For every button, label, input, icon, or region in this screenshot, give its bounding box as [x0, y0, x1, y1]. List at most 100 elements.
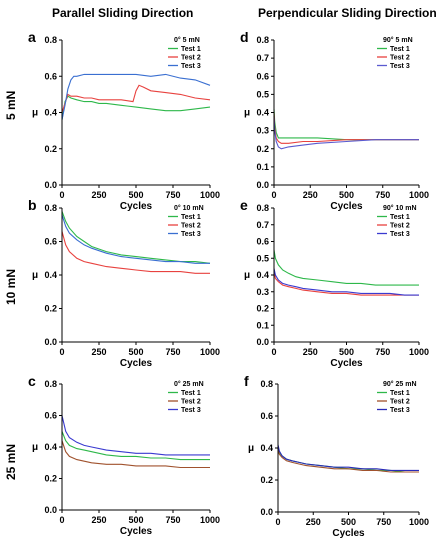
y-tick-label: 0.6	[260, 411, 273, 421]
legend-entry-1: Test 1	[181, 214, 201, 221]
y-tick-label: 0.4	[44, 270, 57, 280]
y-tick-label: 0.8	[260, 379, 273, 389]
y-tick-label: 0.6	[44, 71, 57, 81]
y-tick-label: 0.7	[256, 53, 269, 63]
panel-letter-c: c	[28, 373, 36, 389]
legend-entry-2: Test 2	[181, 55, 201, 62]
x-tick-label: 750	[375, 190, 390, 200]
panel-letter-d: d	[240, 29, 249, 45]
x-tick-label: 250	[91, 347, 106, 357]
legend-entry-3: Test 3	[390, 231, 410, 238]
x-tick-label: 750	[165, 347, 180, 357]
x-tick-label: 250	[91, 190, 106, 200]
legend-entry-1: Test 1	[390, 390, 410, 397]
series-line-b-2	[61, 231, 210, 274]
x-tick-label: 0	[271, 190, 276, 200]
legend-entry-3: Test 3	[181, 63, 201, 70]
series-line-e-1	[273, 249, 419, 286]
x-axis-label: Cycles	[120, 526, 153, 537]
y-tick-label: 0.5	[256, 89, 269, 99]
legend-entry-2: Test 2	[181, 399, 201, 406]
legend-entry-1: Test 1	[181, 390, 201, 397]
column-title-parallel: Parallel Sliding Direction	[52, 6, 194, 20]
x-tick-label: 500	[339, 347, 354, 357]
y-tick-label: 0.2	[44, 304, 57, 314]
y-tick-label: 0.8	[44, 203, 57, 213]
y-tick-label: 0.2	[44, 474, 57, 484]
legend-title: 90° 25 mN	[383, 380, 417, 388]
y-tick-label: 0.2	[260, 475, 273, 485]
y-tick-label: 0.0	[44, 337, 57, 347]
x-tick-label: 0	[275, 517, 280, 527]
legend-entry-1: Test 1	[181, 46, 201, 53]
y-tick-label: 0.1	[256, 320, 269, 330]
legend-entry-3: Test 3	[390, 407, 410, 414]
x-axis-label: Cycles	[330, 358, 363, 369]
x-tick-label: 500	[128, 190, 143, 200]
y-tick-label: 0.2	[256, 304, 269, 314]
x-axis-label: Cycles	[120, 358, 153, 369]
y-tick-label: 0.4	[44, 108, 57, 118]
series-line-d-3	[273, 116, 419, 150]
series-line-b-3	[61, 214, 210, 264]
y-tick-label: 0.0	[256, 337, 269, 347]
column-title-perpendicular: Perpendicular Sliding Direction	[258, 6, 437, 20]
y-tick-label: 0.4	[44, 442, 57, 452]
x-tick-label: 0	[59, 515, 64, 525]
series-line-a-3	[61, 73, 211, 120]
x-tick-label: 1000	[409, 517, 429, 527]
x-tick-label: 1000	[200, 347, 220, 357]
y-axis-label: μ	[244, 270, 250, 281]
legend-title: 0° 5 mN	[174, 36, 200, 44]
y-tick-label: 0.6	[256, 71, 269, 81]
x-tick-label: 500	[341, 517, 356, 527]
legend-title: 90° 10 mN	[383, 204, 417, 212]
y-axis-label: μ	[248, 443, 254, 454]
x-tick-label: 1000	[409, 347, 429, 357]
chart-e: 0.0 0.1 0.2 0.3 0.4 0.5 0.6 0.7 0.8 0 250 500 750 100…	[240, 197, 429, 369]
legend-entry-1: Test 1	[390, 46, 410, 53]
legend-entry-2: Test 2	[390, 55, 410, 62]
y-tick-label: 0.0	[44, 505, 57, 515]
x-tick-label: 0	[59, 347, 64, 357]
y-axis-label: μ	[32, 270, 38, 281]
x-axis-label: Cycles	[330, 201, 363, 212]
y-axis-label: μ	[32, 108, 38, 119]
x-tick-label: 250	[303, 347, 318, 357]
series-line-e-3	[273, 268, 419, 296]
x-tick-label: 500	[128, 347, 143, 357]
y-tick-label: 0.0	[260, 507, 273, 517]
x-tick-label: 500	[128, 515, 143, 525]
series-line-f-3	[277, 444, 419, 471]
y-tick-label: 0.8	[256, 203, 269, 213]
y-tick-label: 0.1	[256, 162, 269, 172]
y-tick-label: 0.8	[256, 35, 269, 45]
x-tick-label: 500	[339, 190, 354, 200]
legend-title: 0° 25 mN	[174, 380, 204, 388]
legend-entry-3: Test 3	[181, 231, 201, 238]
chart-b: 0.0 0.2 0.4 0.6 0.8 0 250 500 750 1000 Cycles μ b 0° …	[28, 197, 220, 369]
y-tick-label: 0.4	[256, 270, 269, 280]
x-tick-label: 0	[59, 190, 64, 200]
legend-title: 0° 10 mN	[174, 204, 204, 212]
y-tick-label: 0.6	[44, 411, 57, 421]
chart-c: 0.0 0.2 0.4 0.6 0.8 0 250 500 750 1000 Cycles μ c 0° …	[28, 373, 220, 537]
series-line-c-1	[61, 431, 210, 461]
panel-letter-e: e	[240, 197, 248, 213]
y-tick-label: 0.5	[256, 253, 269, 263]
panel-letter-b: b	[28, 197, 37, 213]
y-axis-label: μ	[32, 442, 38, 453]
y-tick-label: 0.8	[44, 379, 57, 389]
y-tick-label: 0.2	[256, 144, 269, 154]
x-tick-label: 1000	[409, 190, 429, 200]
y-tick-label: 0.6	[44, 237, 57, 247]
y-tick-label: 0.0	[44, 180, 57, 190]
y-tick-label: 0.2	[44, 144, 57, 154]
x-tick-label: 750	[165, 190, 180, 200]
y-tick-label: 0.4	[260, 443, 273, 453]
series-line-d-1	[273, 108, 419, 141]
legend-entry-3: Test 3	[390, 63, 410, 70]
series-line-c-3	[61, 415, 210, 456]
legend-entry-2: Test 2	[390, 223, 410, 230]
legend-entry-2: Test 2	[390, 399, 410, 406]
